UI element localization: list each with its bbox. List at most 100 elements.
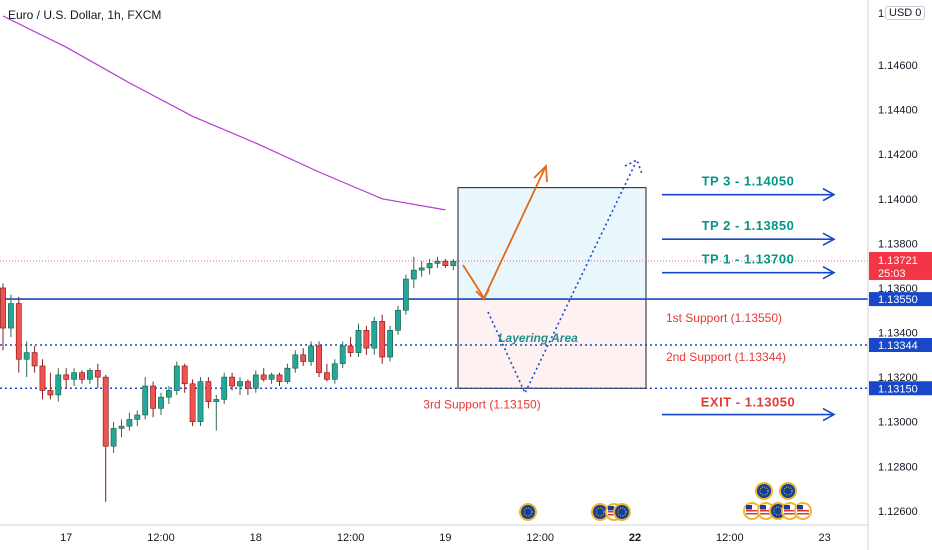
event-eu-4: [755, 482, 773, 500]
candle: [23, 341, 30, 378]
us-canton: [746, 505, 752, 510]
candle-body: [102, 376, 109, 447]
us-canton: [784, 505, 790, 510]
candle: [292, 350, 299, 373]
layering-area-label: Layering Area: [498, 331, 578, 345]
candle-body: [339, 345, 346, 365]
candle-body: [94, 370, 101, 378]
euro-stars: [595, 507, 605, 517]
candle-body: [410, 269, 417, 280]
candle-body: [379, 321, 386, 358]
moving-average-line: [2, 15, 446, 211]
us-stripe: [797, 510, 809, 512]
candle: [142, 377, 149, 420]
candle: [197, 377, 204, 427]
candle-body: [442, 260, 449, 266]
candle: [189, 379, 196, 427]
price-tick-label: 1.14000: [878, 194, 918, 206]
us-stripe: [797, 513, 809, 515]
candle: [260, 368, 267, 382]
candle-body: [213, 399, 220, 402]
candle-body: [23, 352, 30, 360]
price-tick-label: 1.12600: [878, 506, 918, 518]
candle-body: [118, 425, 125, 429]
candle: [339, 341, 346, 369]
event-eu-3: [613, 503, 631, 521]
candle: [331, 359, 338, 384]
support-1-label: 1st Support (1.13550): [666, 311, 782, 325]
tp3-arrowhead: [822, 187, 836, 202]
candle-body: [134, 414, 141, 420]
euro-stars: [523, 507, 533, 517]
candle-body: [31, 352, 38, 367]
candle: [118, 419, 125, 438]
tp2-label: TP 2 - 1.13850: [702, 218, 795, 233]
layering-zone-box: [457, 298, 647, 389]
candle-body: [63, 374, 70, 380]
candle: [87, 368, 93, 384]
support-1-price-tag-bg: [869, 292, 932, 307]
candle: [379, 314, 386, 364]
candle: [371, 316, 378, 355]
candle: [158, 392, 164, 416]
candle: [150, 381, 156, 418]
candle: [221, 372, 228, 404]
price-tick-label: 1.13200: [878, 372, 918, 384]
current-price-tag: 1.13721: [878, 255, 918, 267]
currency-selector[interactable]: USD 0: [885, 6, 926, 20]
price-tick-label: 1.13400: [878, 328, 918, 340]
support-2-price-tag-bg: [869, 338, 932, 353]
support-3-price-tag: 1.13150: [878, 383, 918, 395]
candle: [442, 258, 449, 268]
candle-body: [347, 345, 354, 353]
candle: [363, 325, 370, 355]
tp2-arrowhead: [822, 232, 836, 246]
candle: [79, 370, 85, 384]
candle-body: [284, 367, 291, 382]
candle-body: [323, 372, 330, 380]
candle: [55, 368, 62, 402]
projection-arrowhead-up: [533, 163, 548, 183]
candle-body: [316, 345, 322, 373]
candle-body: [142, 385, 149, 416]
candle-body: [395, 309, 401, 331]
candle: [213, 394, 220, 431]
tp3-label: TP 3 - 1.14050: [702, 174, 795, 189]
event-eu-1: [519, 503, 537, 521]
time-tick-label: 12:00: [716, 532, 744, 544]
tp1-label: TP 1 - 1.13700: [702, 252, 795, 267]
candle: [426, 258, 433, 275]
candle-body: [450, 260, 457, 266]
time-tick-label: 17: [60, 532, 72, 544]
candle: [126, 412, 133, 431]
event-eu-5: [779, 482, 797, 500]
candle-body: [173, 365, 180, 391]
time-tick-label: 18: [250, 532, 262, 544]
candle: [63, 368, 70, 389]
candle-body: [158, 396, 164, 409]
exit-label: EXIT - 1.13050: [701, 395, 795, 410]
projection-arrowhead-down: [475, 288, 490, 301]
support-3-label: 3rd Support (1.13150): [423, 397, 540, 411]
candle-body: [276, 374, 283, 382]
candle-body: [418, 267, 425, 271]
target-zone-box: [457, 187, 647, 300]
candle-body: [150, 385, 156, 409]
currency-label: USD: [889, 7, 913, 19]
candle: [205, 377, 212, 409]
candle: [71, 368, 77, 387]
candle: [395, 305, 401, 335]
candle-body: [363, 329, 370, 349]
event-us-4: [781, 502, 799, 520]
candle: [181, 363, 188, 393]
candle-body: [55, 374, 62, 396]
candle: [47, 372, 54, 400]
candle: [237, 377, 243, 395]
event-eu-2: [591, 503, 609, 521]
candle: [300, 348, 307, 366]
euro-flag-icon: [781, 484, 795, 498]
event-us-2: [743, 502, 761, 520]
time-tick-label: 19: [439, 532, 451, 544]
price-tick-label: 1.13800: [878, 238, 918, 250]
